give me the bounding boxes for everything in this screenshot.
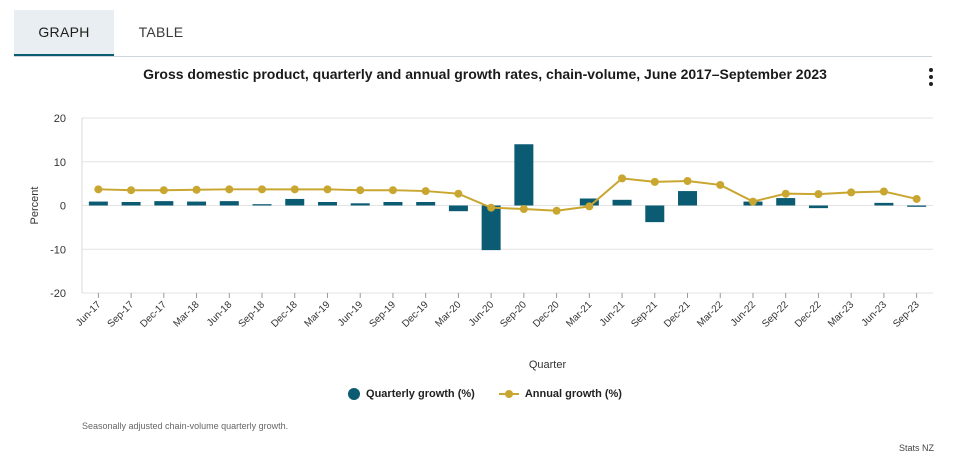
point-annual	[258, 185, 267, 194]
point-annual	[225, 185, 234, 194]
point-annual	[290, 185, 299, 194]
bar-quarterly	[252, 204, 272, 206]
x-tick-label: Jun-17	[74, 299, 104, 329]
bar-quarterly	[612, 199, 632, 206]
x-tick-label: Mar-21	[564, 299, 594, 329]
point-annual	[814, 190, 823, 199]
bar-quarterly	[579, 198, 599, 206]
vertical-ellipsis-icon[interactable]	[922, 68, 940, 90]
y-axis-title: Percent	[29, 187, 41, 225]
x-tick-label: Mar-20	[433, 299, 463, 329]
point-annual	[912, 194, 921, 203]
y-tick-label: 10	[54, 157, 66, 169]
point-annual	[879, 187, 888, 196]
point-annual	[748, 197, 757, 206]
point-annual	[323, 185, 332, 194]
bar-quarterly	[514, 144, 534, 206]
bar-quarterly	[448, 205, 468, 212]
bar-quarterly	[907, 205, 927, 207]
point-annual	[519, 205, 528, 213]
legend-item-quarterly[interactable]: Quarterly growth (%)	[348, 388, 475, 400]
tab-bar: GRAPH TABLE	[14, 10, 932, 57]
point-annual	[388, 186, 397, 195]
x-tick-label: Sep-17	[106, 299, 137, 330]
point-annual	[487, 203, 496, 212]
point-annual	[159, 186, 168, 195]
x-tick-label: Jun-23	[860, 299, 890, 329]
point-annual	[847, 188, 856, 197]
x-tick-label: Dec-20	[531, 299, 562, 330]
y-tick-label: 20	[54, 113, 66, 125]
x-tick-label: Sep-19	[367, 299, 398, 330]
x-tick-label: Jun-22	[729, 299, 759, 329]
bar-quarterly	[776, 198, 796, 206]
x-tick-label: Dec-21	[662, 299, 693, 330]
legend-item-annual[interactable]: Annual growth (%)	[498, 388, 622, 400]
point-annual	[716, 180, 725, 189]
x-tick-label: Mar-22	[695, 299, 725, 329]
bar-quarterly	[874, 202, 894, 206]
chart-title: Gross domestic product, quarterly and an…	[143, 66, 827, 82]
point-annual	[454, 189, 463, 198]
point-annual	[421, 187, 430, 196]
point-annual	[585, 202, 594, 211]
y-tick-label: 0	[60, 201, 66, 213]
x-tick-label: Dec-19	[400, 299, 431, 330]
bar-quarterly	[88, 201, 108, 206]
point-annual	[552, 206, 561, 215]
point-annual	[650, 177, 659, 186]
x-axis-title: Quarter	[529, 359, 567, 371]
point-annual	[683, 177, 692, 185]
x-tick-label: Mar-19	[302, 299, 332, 329]
tab-table[interactable]: TABLE	[138, 24, 184, 40]
x-tick-label: Sep-18	[237, 299, 268, 330]
bar-quarterly	[219, 201, 239, 206]
x-tick-label: Dec-17	[138, 299, 169, 330]
tab-graph[interactable]: GRAPH	[14, 10, 114, 56]
bar-quarterly	[645, 205, 665, 223]
x-tick-label: Dec-18	[269, 299, 300, 330]
legend-label-quarterly: Quarterly growth (%)	[366, 388, 475, 400]
legend-dot-icon	[348, 388, 361, 400]
chart-note: Seasonally adjusted chain-volume quarter…	[82, 421, 289, 431]
legend: Quarterly growth (%) Annual growth (%)	[0, 388, 970, 400]
y-tick-label: -10	[50, 244, 66, 256]
line-annual	[98, 177, 917, 212]
x-tick-label: Jun-21	[598, 299, 628, 329]
x-tick-label: Mar-23	[826, 299, 856, 329]
point-annual	[356, 186, 365, 195]
x-tick-label: Mar-18	[171, 299, 201, 329]
bar-quarterly	[481, 205, 501, 251]
x-tick-label: Sep-22	[760, 299, 791, 330]
point-annual	[618, 174, 627, 183]
x-tick-label: Sep-23	[891, 299, 922, 330]
bar-quarterly	[285, 198, 305, 206]
x-tick-label: Jun-20	[467, 299, 497, 329]
y-tick-label: -20	[50, 288, 66, 300]
bar-quarterly	[317, 202, 337, 206]
bar-quarterly	[416, 202, 436, 206]
point-annual	[192, 185, 201, 194]
bar-quarterly	[154, 201, 174, 206]
x-tick-label: Sep-21	[629, 299, 660, 330]
point-annual	[94, 185, 103, 194]
bar-quarterly	[808, 205, 828, 209]
x-tick-label: Jun-18	[205, 299, 235, 329]
point-annual	[127, 186, 136, 195]
legend-line-icon	[498, 390, 519, 398]
bar-quarterly	[350, 203, 370, 206]
source-credit: Stats NZ	[898, 443, 934, 453]
point-annual	[781, 189, 790, 198]
x-tick-label: Jun-19	[336, 299, 366, 329]
bar-quarterly	[187, 201, 207, 206]
bar-quarterly	[121, 202, 141, 206]
x-tick-label: Dec-22	[793, 299, 824, 330]
bar-quarterly	[678, 191, 698, 206]
bar-quarterly	[383, 202, 403, 206]
legend-label-annual: Annual growth (%)	[524, 388, 622, 400]
x-tick-label: Sep-20	[498, 299, 529, 330]
